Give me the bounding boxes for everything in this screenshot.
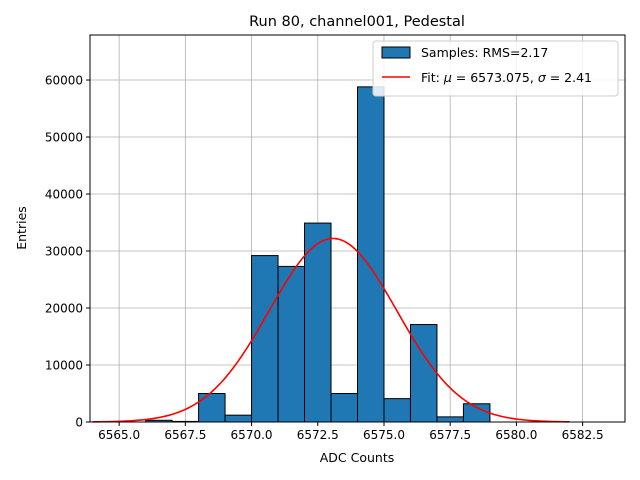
legend-swatch-samples <box>381 46 411 59</box>
gaussian-fit-curve <box>92 237 570 423</box>
y-tick-label: 20000 <box>45 302 83 316</box>
legend-fit-mid: = 6573.075, <box>452 70 538 85</box>
histogram-bar <box>436 416 464 423</box>
legend-fit-mu-symbol: μ <box>443 70 452 85</box>
histogram-bar <box>409 324 438 423</box>
x-tick-label: 6565.0 <box>98 428 140 442</box>
x-tick-label: 6580.0 <box>495 428 537 442</box>
y-tick-label: 0 <box>75 416 83 430</box>
legend-label-samples: Samples: RMS=2.17 <box>421 45 548 60</box>
x-tick-label: 6582.5 <box>562 428 604 442</box>
histogram-bar <box>383 398 411 423</box>
plot-frame <box>89 34 626 423</box>
legend-fit-prefix: Fit: <box>421 70 444 85</box>
fit-curve-layer <box>92 237 570 423</box>
y-axis-label: Entries <box>14 206 29 250</box>
y-tick-label: 60000 <box>45 74 83 88</box>
y-tick-label: 40000 <box>45 188 83 202</box>
histogram-bar <box>198 393 226 423</box>
x-tick-label: 6577.5 <box>429 428 471 442</box>
x-axis-ticks: 6565.0 6567.5 6570.0 6572.5 6575.0 6577.5 6580… <box>98 422 604 442</box>
histogram-bar <box>304 222 332 423</box>
legend-fit-sigma-symbol: σ <box>538 70 547 85</box>
y-axis-ticks: 0 10000 20000 30000 40000 50000 60000 <box>45 74 90 430</box>
x-axis-label: ADC Counts <box>320 450 395 465</box>
y-tick-label: 10000 <box>45 359 83 373</box>
legend-fit-suffix: = 2.41 <box>546 70 592 85</box>
histogram-bar <box>357 86 385 423</box>
x-tick-label: 6570.0 <box>231 428 273 442</box>
histogram-bar <box>224 414 253 423</box>
legend: Samples: RMS=2.17 Fit: μ = 6573.075, σ =… <box>372 40 619 97</box>
x-tick-label: 6572.5 <box>297 428 339 442</box>
x-tick-label: 6567.5 <box>164 428 206 442</box>
x-tick-label: 6575.0 <box>363 428 405 442</box>
legend-box <box>372 40 619 97</box>
chart-title: Run 80, channel001, Pedestal <box>249 14 465 30</box>
histogram-bar <box>330 393 359 423</box>
histogram-bar <box>251 255 279 423</box>
legend-label-fit: Fit: μ = 6573.075, σ = 2.41 <box>421 70 592 85</box>
histogram-bar <box>462 403 491 423</box>
y-tick-label: 50000 <box>45 131 83 145</box>
y-tick-label: 30000 <box>45 245 83 259</box>
